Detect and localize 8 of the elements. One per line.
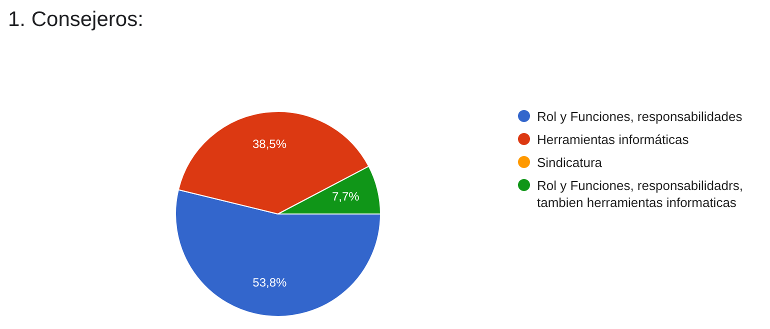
data-label: 38,5%	[252, 137, 287, 152]
legend-label: Rol y Funciones, responsabilidadrs, tambien herramientas informaticas	[537, 177, 744, 211]
data-label: 53,8%	[252, 276, 288, 290]
legend-label: Sindicatura	[537, 154, 602, 171]
data-label: 7,7%	[332, 190, 360, 204]
chart-title: 1. Consejeros:	[8, 8, 144, 32]
legend-label: Rol y Funciones, responsabilidades	[537, 108, 742, 125]
legend-label: Herramientas informáticas	[537, 131, 689, 148]
